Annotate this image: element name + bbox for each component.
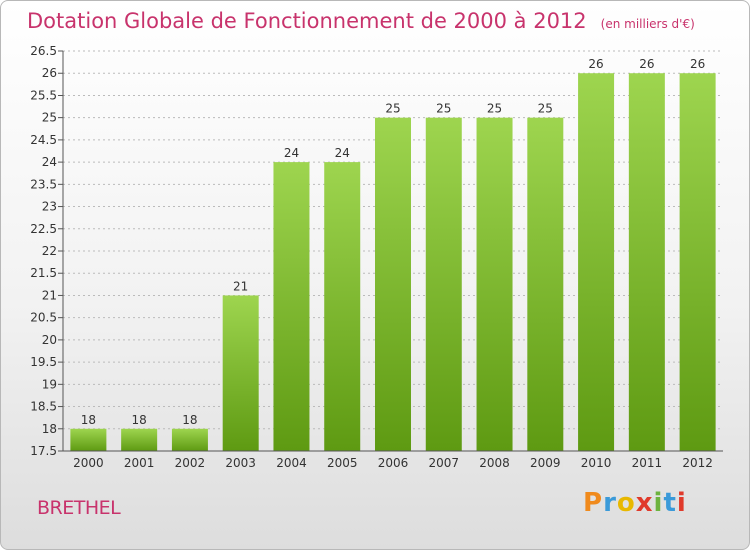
data-label-2000: 18 xyxy=(81,413,96,427)
bar-2012 xyxy=(679,73,716,451)
data-label-2010: 26 xyxy=(588,57,603,71)
x-tick-label-2004: 2004 xyxy=(276,456,307,470)
x-tick-label-2007: 2007 xyxy=(428,456,459,470)
data-label-2009: 25 xyxy=(538,102,553,116)
x-tick-label-2010: 2010 xyxy=(581,456,612,470)
axes xyxy=(62,51,723,452)
logo-letter: r xyxy=(603,488,617,518)
y-tick-label: 18 xyxy=(42,422,57,436)
data-label-2003: 21 xyxy=(233,279,248,293)
y-tick-label: 19.5 xyxy=(30,355,57,369)
y-tick-labels: 17.5 18 18.5 19 19.5 20 20.5 21 21.5 22 22.5 23 23.5… xyxy=(30,44,57,458)
data-label-2005: 24 xyxy=(335,146,350,160)
logo-letter: i xyxy=(653,488,664,518)
bar-2011 xyxy=(628,73,665,451)
place-name: BRETHEL xyxy=(37,497,121,519)
bar-2004 xyxy=(273,162,310,451)
y-tick-label: 23.5 xyxy=(30,177,57,191)
y-tick-label: 20.5 xyxy=(30,311,57,325)
y-tick-label: 25 xyxy=(42,111,57,125)
bar-2006 xyxy=(375,117,411,452)
x-tick-label-2011: 2011 xyxy=(632,456,663,470)
y-tick-label: 22 xyxy=(42,244,57,258)
data-label-2012: 26 xyxy=(690,57,705,71)
bar-2008 xyxy=(476,117,513,452)
logo-letter: t xyxy=(663,488,677,518)
bar-2010 xyxy=(578,73,615,451)
y-tick-label: 25.5 xyxy=(30,88,57,102)
proxiti-logo[interactable]: Proxiti xyxy=(583,488,687,518)
y-tick-label: 18.5 xyxy=(30,400,57,414)
y-tick-label: 19 xyxy=(42,377,57,391)
y-tick-label: 21.5 xyxy=(30,266,57,280)
y-tick-label: 21 xyxy=(42,288,57,302)
x-tick-label-2008: 2008 xyxy=(479,456,510,470)
logo-letter: x xyxy=(635,488,654,518)
chart-title: Dotation Globale de Fonctionnement de 20… xyxy=(27,9,587,33)
x-tick-label-2000: 2000 xyxy=(73,456,104,470)
bar-2005 xyxy=(324,162,361,451)
bar-2009 xyxy=(527,117,564,452)
bar-2007 xyxy=(425,117,462,452)
data-label-2011: 26 xyxy=(639,57,654,71)
x-tick-label-2002: 2002 xyxy=(175,456,206,470)
data-label-2004: 24 xyxy=(284,146,299,160)
x-tick-label-2003: 2003 xyxy=(225,456,256,470)
x-tick-label-2009: 2009 xyxy=(530,456,561,470)
y-tick-label: 26 xyxy=(42,66,57,80)
y-tick-label: 20 xyxy=(42,333,57,347)
x-tick-label-2012: 2012 xyxy=(682,456,713,470)
logo-letter: o xyxy=(616,488,636,518)
y-tick-label: 24.5 xyxy=(30,133,57,147)
bar-2002 xyxy=(171,428,208,451)
data-label-2002: 18 xyxy=(182,413,197,427)
data-label-2007: 25 xyxy=(436,102,451,116)
data-label-2001: 18 xyxy=(132,413,147,427)
bar-2003 xyxy=(222,295,259,451)
y-tick-label: 23 xyxy=(42,200,57,214)
data-labels: 18 18 18 21 24 24 25 25 25 25 26 26 26 xyxy=(81,57,706,427)
bars xyxy=(70,73,716,452)
y-tick-label: 17.5 xyxy=(30,444,57,458)
y-tick-label: 22.5 xyxy=(30,222,57,236)
x-tick-label-2005: 2005 xyxy=(327,456,358,470)
data-label-2008: 25 xyxy=(487,102,502,116)
title-block: Dotation Globale de Fonctionnement de 20… xyxy=(27,9,695,33)
bar-2000 xyxy=(70,428,107,451)
logo-letter: i xyxy=(676,488,687,518)
y-tick-label: 26.5 xyxy=(30,44,57,58)
y-tick-label: 24 xyxy=(42,155,57,169)
chart-subtitle: (en milliers d'€) xyxy=(600,17,695,31)
x-tick-label-2006: 2006 xyxy=(378,456,409,470)
bar-2001 xyxy=(121,428,158,451)
x-tick-label-2001: 2001 xyxy=(124,456,155,470)
logo-letter: P xyxy=(583,488,604,518)
x-tick-labels: 2000 2001 2002 2003 2004 2005 2006 2007 2008 2009… xyxy=(73,456,713,470)
data-label-2006: 25 xyxy=(385,102,400,116)
